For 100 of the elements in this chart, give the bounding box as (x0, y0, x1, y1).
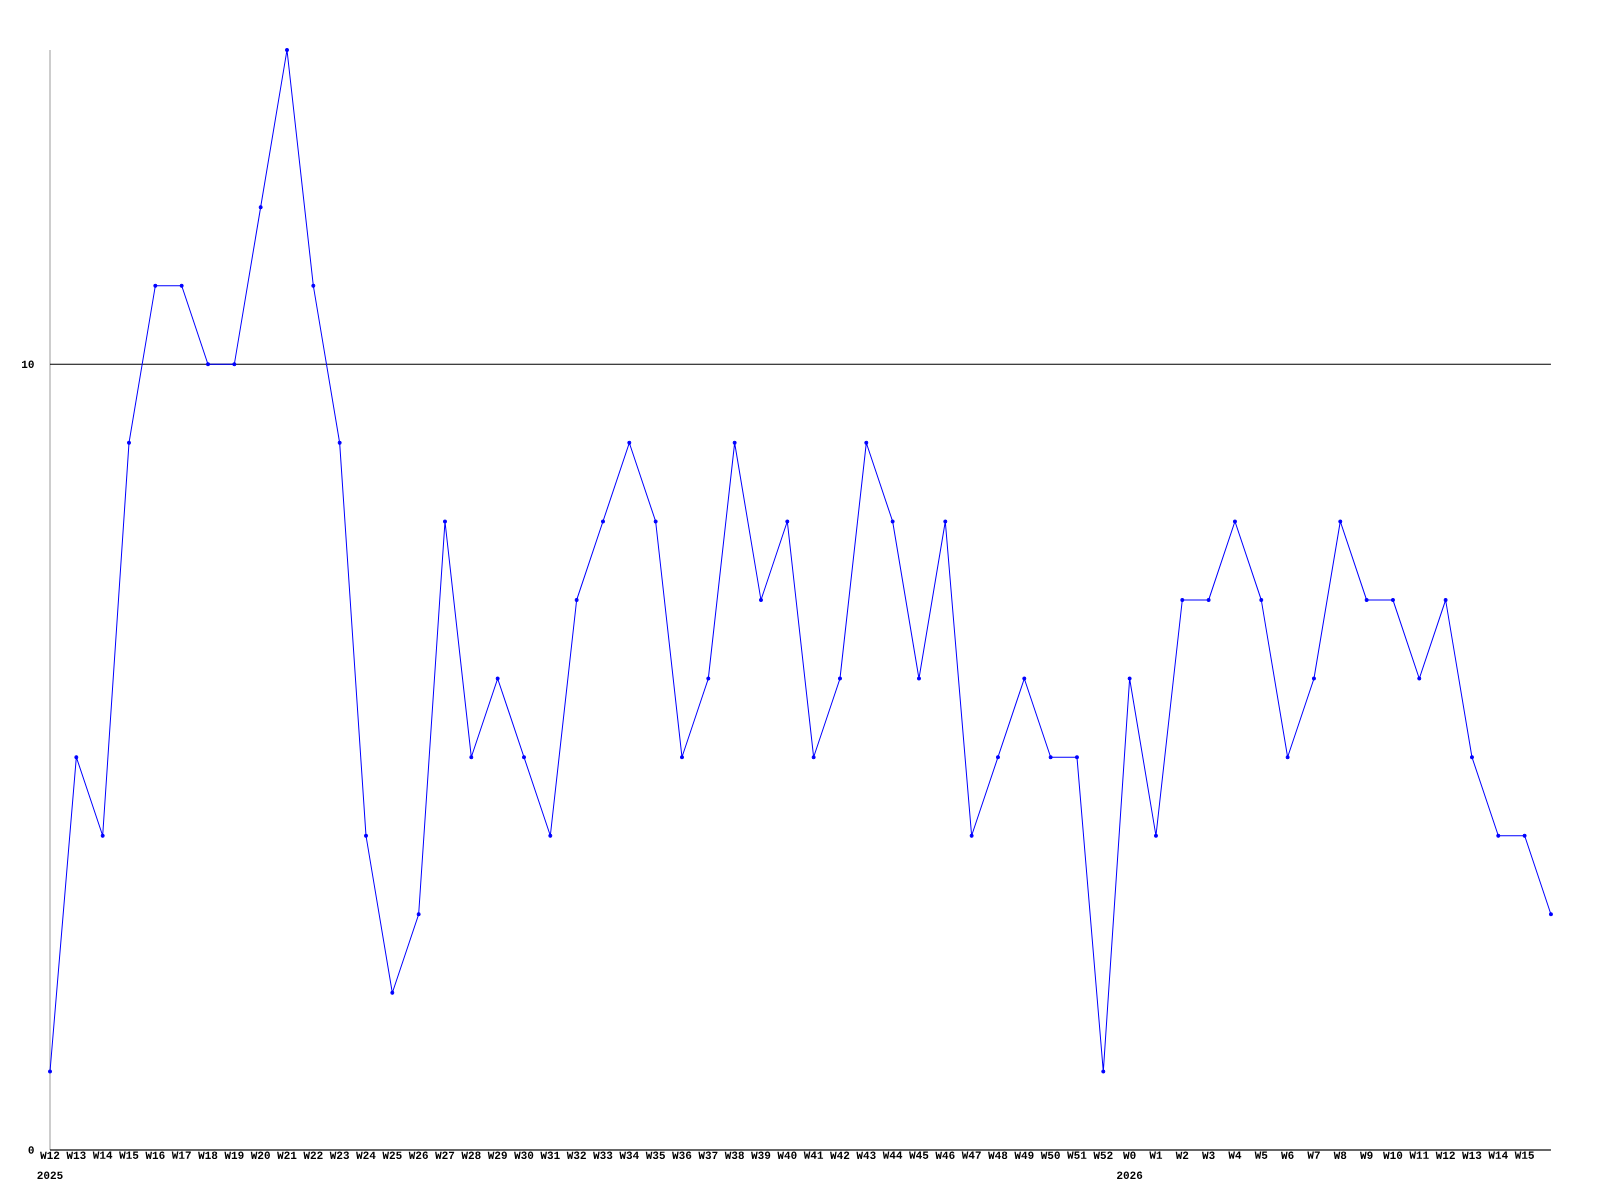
point (890, 519, 895, 524)
x-tick-label: W43 (856, 1151, 876, 1160)
x-tick-label: W27 (435, 1151, 455, 1159)
point (232, 362, 237, 367)
y-tick-label: 10 (22, 360, 34, 369)
x-tick-label: W15 (119, 1151, 139, 1159)
point (1417, 676, 1422, 681)
x-tick-label: W47 (961, 1151, 981, 1159)
x-tick-label: W4 (1228, 1151, 1242, 1159)
x-tick-label: W13 (66, 1151, 86, 1160)
point (1048, 755, 1053, 760)
x-tick-label: W51 (1067, 1151, 1087, 1159)
point (1338, 519, 1343, 524)
x-tick-label: W7 (1307, 1151, 1320, 1159)
point (469, 755, 474, 760)
x-tick-label: W45 (909, 1151, 929, 1159)
x-tick-label: W9 (1360, 1151, 1373, 1159)
x-tick-label: W41 (803, 1151, 824, 1159)
x-tick-label: W33 (593, 1151, 613, 1160)
point (837, 676, 842, 681)
x-tick-label: W21 (277, 1151, 297, 1159)
point (785, 519, 790, 524)
point (1364, 598, 1369, 602)
point (706, 676, 711, 681)
point (153, 283, 158, 288)
point (969, 833, 974, 838)
point (363, 833, 368, 838)
x-tick-label: W3 (1202, 1151, 1215, 1160)
point (1153, 833, 1158, 838)
x-tick-label: W1 (1149, 1151, 1163, 1159)
point (495, 676, 500, 681)
point (916, 676, 921, 681)
x-tick-label: W48 (988, 1151, 1008, 1159)
point (284, 48, 289, 52)
x-tick-label: W36 (672, 1151, 692, 1160)
x-tick-label: W6 (1281, 1151, 1294, 1159)
point (1180, 598, 1185, 602)
x-tick-label: W42 (830, 1151, 850, 1159)
point (206, 362, 210, 367)
point (653, 519, 658, 524)
x-tick-label: W50 (1040, 1151, 1060, 1159)
x-tick-label: W46 (935, 1151, 955, 1159)
x-tick-label: W14 (1488, 1151, 1508, 1159)
point (1101, 1069, 1106, 1074)
point (548, 833, 553, 838)
point (627, 440, 632, 445)
x-tick-label: W35 (645, 1151, 665, 1160)
point (1022, 676, 1027, 681)
point (100, 833, 105, 838)
point (1390, 598, 1395, 602)
x-tick-label: W14 (92, 1151, 113, 1159)
point (1548, 912, 1553, 917)
point (179, 283, 184, 288)
point (864, 440, 869, 445)
point (1206, 598, 1211, 602)
point (1285, 755, 1290, 760)
x-tick-label: W26 (408, 1151, 428, 1159)
x-tick-label: W22 (303, 1151, 323, 1159)
x-tick-label: W17 (171, 1151, 191, 1159)
point (258, 205, 263, 210)
point (127, 440, 131, 445)
point (48, 1069, 52, 1074)
x-tick-label: W39 (751, 1151, 771, 1160)
x-tick-label: W20 (250, 1151, 270, 1159)
x-tick-label: W23 (329, 1151, 349, 1160)
x-tick-label: W15 (1514, 1151, 1534, 1159)
point (1496, 833, 1501, 838)
x-tick-label: W13 (1462, 1151, 1482, 1160)
x-tick-label: W10 (1383, 1151, 1403, 1159)
point (521, 755, 526, 760)
point (732, 440, 737, 445)
point (416, 912, 421, 917)
x-tick-label: W24 (356, 1151, 376, 1159)
x-tick-label: W52 (1093, 1151, 1113, 1159)
x-tick-label: W2 (1175, 1151, 1189, 1159)
x-tick-label: W37 (698, 1151, 718, 1160)
x-tick-label: W29 (487, 1151, 507, 1159)
x-tick-label: W5 (1254, 1151, 1268, 1159)
point (1259, 598, 1264, 602)
point (943, 519, 948, 524)
point (574, 598, 579, 602)
point (390, 990, 395, 995)
text: 2025 (37, 1171, 63, 1179)
point (311, 283, 316, 288)
text: 2026 (1117, 1171, 1143, 1179)
point (1074, 755, 1079, 760)
x-tick-label: W30 (514, 1151, 534, 1160)
point (442, 519, 447, 524)
x-tick-label: W11 (1409, 1151, 1429, 1159)
point (679, 755, 684, 760)
point (1469, 755, 1474, 760)
x-tick-label: W0 (1123, 1151, 1136, 1159)
x-tick-label: W25 (382, 1151, 402, 1159)
x-tick-label: W34 (619, 1151, 639, 1160)
point (758, 598, 763, 602)
x-tick-label: W38 (724, 1151, 744, 1160)
point (1311, 676, 1316, 681)
x-tick-label: W44 (882, 1151, 903, 1159)
x-tick-label: W18 (198, 1151, 218, 1159)
x-tick-label: W8 (1333, 1151, 1347, 1159)
